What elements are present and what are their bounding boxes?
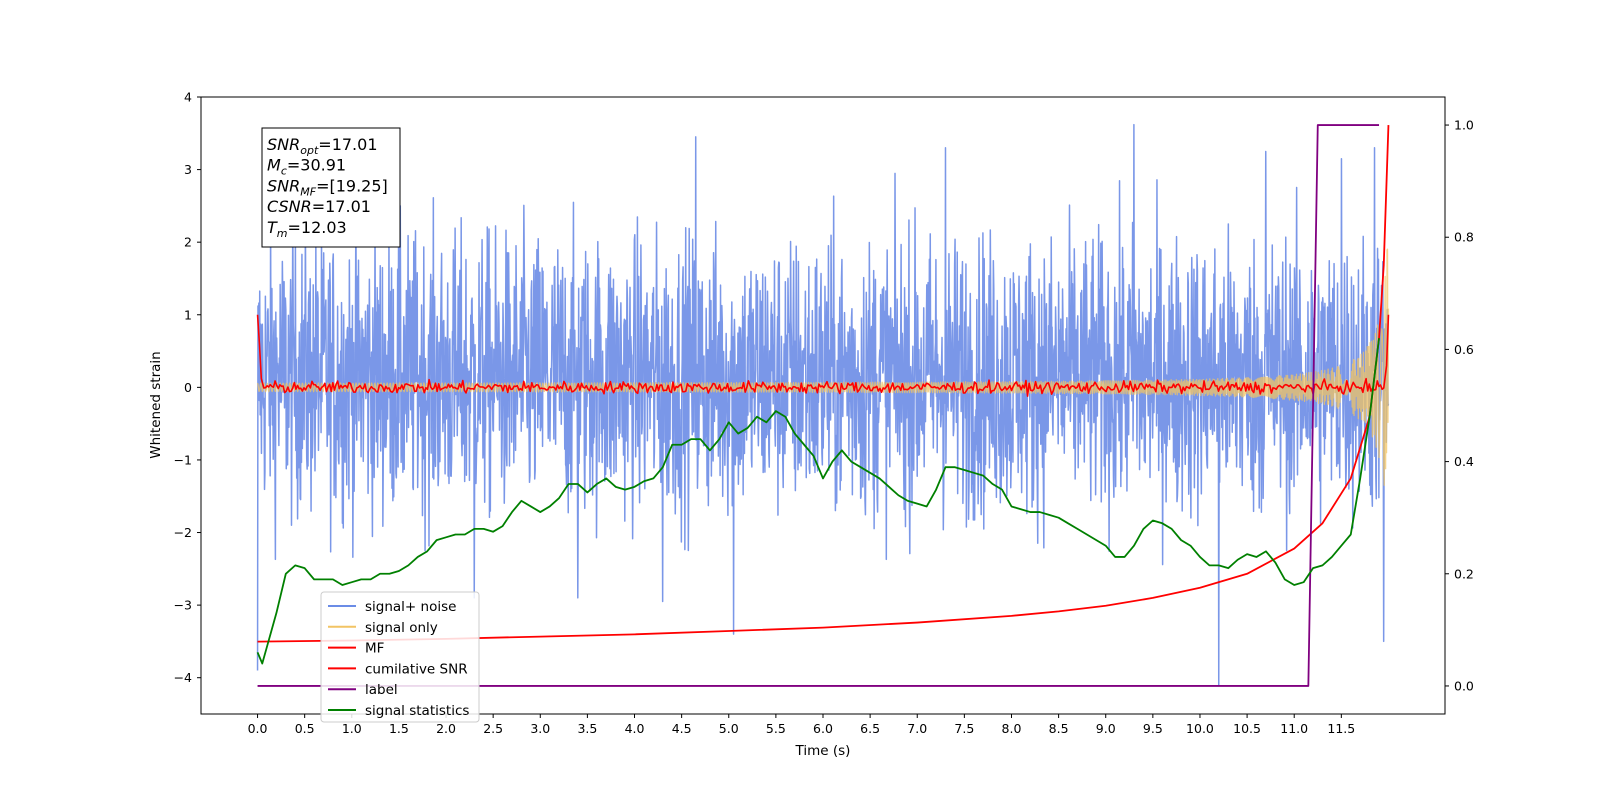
annotation-symbol: M: [267, 156, 281, 175]
series-layer: [256, 123, 1390, 687]
annotation-frame: [261, 127, 401, 248]
parameter-annotation: SNRopt=17.01Mc=30.91SNRMF=[19.25]CSNR=17…: [261, 127, 401, 248]
y2-tick-label: 0.4: [1454, 454, 1474, 469]
x-tick-label: 8.0: [1002, 721, 1022, 736]
annotation-line: CSNR=17.01: [267, 197, 371, 216]
x-tick-label: 4.0: [625, 721, 645, 736]
x-tick-label: 3.0: [530, 721, 550, 736]
y-tick-label: −1: [174, 452, 192, 467]
x-tick-label: 7.5: [954, 721, 974, 736]
series-line-label: [257, 124, 1380, 687]
y2-tick-label: 0.0: [1454, 678, 1474, 693]
annotation-line: SNRMF=[19.25]: [267, 176, 388, 198]
legend-label: signal+ noise: [365, 599, 456, 615]
y-axis-label: Whitened strain: [148, 351, 164, 458]
x-tick-label: 4.5: [672, 721, 692, 736]
y2-tick-label: 0.6: [1454, 342, 1474, 357]
x-tick-label: 0.5: [295, 721, 315, 736]
annotation-value: =17.01: [312, 197, 371, 216]
y-tick-label: 4: [184, 90, 192, 105]
x-tick-label: 9.0: [1096, 721, 1116, 736]
x-axis-label: Time (s): [795, 743, 851, 759]
annotation-symbol: CSNR: [267, 197, 312, 216]
x-tick-label: 5.5: [766, 721, 786, 736]
series-line-cumulative-snr: [257, 125, 1390, 643]
annotation-subscript: m: [277, 227, 288, 240]
x-tick-label: 11.5: [1327, 721, 1355, 736]
legend-label: cumilative SNR: [365, 661, 468, 677]
legend-label: signal statistics: [365, 703, 469, 719]
legend-label: label: [365, 682, 398, 698]
legend-label: MF: [365, 641, 384, 657]
annotation-symbol: T: [267, 218, 278, 237]
annotation-symbol: SNR: [267, 176, 300, 195]
x-tick-label: 6.5: [860, 721, 880, 736]
y-tick-label: −4: [174, 670, 192, 685]
annotation-value: =17.01: [318, 135, 377, 154]
annotation-value: =12.03: [288, 218, 347, 237]
legend: signal+ noise signal only MF cumilative SNR…: [320, 591, 480, 723]
x-tick-label: 10.0: [1186, 721, 1214, 736]
x-tick-label: 0.0: [248, 721, 268, 736]
y2-tick-label: 1.0: [1454, 118, 1474, 133]
x-tick-label: 5.0: [719, 721, 739, 736]
annotation-value: =30.91: [287, 156, 346, 175]
y-tick-label: 0: [184, 380, 192, 395]
x-tick-label: 2.5: [483, 721, 503, 736]
legend-label: signal only: [365, 620, 438, 636]
axis-ticks: 0.0 0.5 1.0 1.5 2.0 2.5 3.0 3.5 4.0 4.5 5.0 5.5 6.0 6…: [174, 90, 1474, 737]
annotation-symbol: SNR: [267, 135, 300, 154]
y-tick-label: 1: [184, 307, 192, 322]
y-tick-label: 2: [184, 235, 192, 250]
annotation-line: SNRopt=17.01: [267, 135, 378, 157]
legend-frame: [320, 591, 480, 723]
series-line-mf: [256, 314, 1390, 397]
y-tick-label: −2: [174, 525, 192, 540]
series-line-signal-statistics: [256, 338, 1380, 665]
x-tick-label: 2.0: [436, 721, 456, 736]
y-tick-label: 3: [184, 162, 192, 177]
x-tick-label: 10.5: [1233, 721, 1261, 736]
annotation-line: Tm=12.03: [267, 218, 347, 240]
x-tick-label: 7.0: [907, 721, 927, 736]
annotation-value: =[19.25]: [316, 176, 388, 195]
x-tick-label: 1.5: [389, 721, 409, 736]
x-tick-label: 6.0: [813, 721, 833, 736]
x-tick-label: 9.5: [1143, 721, 1163, 736]
x-tick-label: 3.5: [577, 721, 597, 736]
y-tick-label: −3: [174, 598, 192, 613]
annotation-line: Mc=30.91: [267, 156, 346, 178]
y2-tick-label: 0.8: [1454, 230, 1474, 245]
y2-tick-label: 0.2: [1454, 566, 1474, 581]
x-tick-label: 11.0: [1280, 721, 1308, 736]
annotation-subscript: opt: [300, 144, 319, 157]
annotation-subscript: MF: [300, 185, 316, 198]
annotation-subscript: c: [281, 165, 287, 178]
x-tick-label: 8.5: [1049, 721, 1069, 736]
x-tick-label: 1.0: [342, 721, 362, 736]
